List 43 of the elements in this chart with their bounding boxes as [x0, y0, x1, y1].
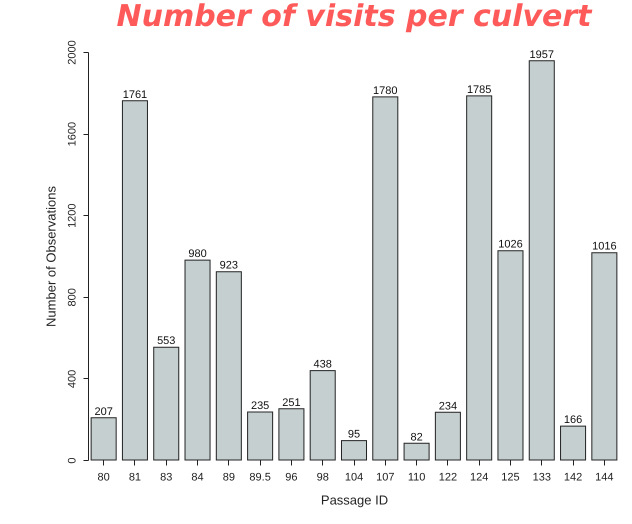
- data-label: 82: [410, 431, 423, 444]
- x-tick-label: 84: [191, 472, 204, 484]
- y-axis-title: Number of Observations: [44, 186, 58, 327]
- data-label: 980: [188, 248, 207, 260]
- x-tick-label: 89: [222, 472, 235, 484]
- x-tick-label: 83: [160, 472, 172, 484]
- y-tick-label: 2000: [66, 40, 78, 65]
- data-label: 1780: [373, 84, 398, 97]
- data-label: 1016: [592, 240, 617, 253]
- data-label: 95: [348, 428, 360, 441]
- x-tick-label: 107: [376, 472, 394, 484]
- data-label: 553: [157, 335, 176, 348]
- x-tick-label: 104: [344, 472, 364, 484]
- data-label: 251: [282, 396, 301, 409]
- x-tick-label: 89.5: [249, 472, 271, 484]
- x-tick-label: 122: [438, 472, 458, 484]
- x-tick-label: 124: [470, 472, 488, 484]
- chart-title: Number of visits per culvert: [116, 0, 594, 34]
- y-tick-label: 0: [66, 457, 78, 464]
- data-label: 923: [220, 260, 238, 272]
- y-tick-label: 1200: [66, 203, 78, 228]
- data-label: 1785: [466, 84, 492, 96]
- x-tick-label: 142: [564, 472, 582, 484]
- x-tick-label: 133: [532, 472, 551, 484]
- x-axis-title: Passage ID: [320, 492, 388, 508]
- data-label: 234: [438, 400, 458, 412]
- data-label: 1957: [530, 48, 554, 61]
- x-tick-label: 110: [408, 472, 426, 484]
- data-label: 1026: [498, 238, 523, 251]
- x-tick-label: 81: [128, 472, 142, 484]
- x-tick-label: 98: [316, 472, 329, 484]
- y-tick-label: 800: [66, 288, 78, 306]
- y-tick-label: 400: [66, 370, 78, 388]
- x-tick-label: 144: [595, 472, 614, 484]
- data-label: 235: [250, 400, 270, 412]
- data-label: 166: [564, 414, 582, 426]
- x-tick-label: 125: [501, 472, 520, 484]
- data-label: 438: [314, 358, 332, 371]
- x-tick-label: 80: [98, 472, 110, 484]
- data-label: 1761: [122, 88, 148, 101]
- y-tick-label: 1600: [66, 122, 78, 146]
- x-tick-label: 96: [285, 472, 298, 484]
- data-label: 207: [94, 406, 113, 418]
